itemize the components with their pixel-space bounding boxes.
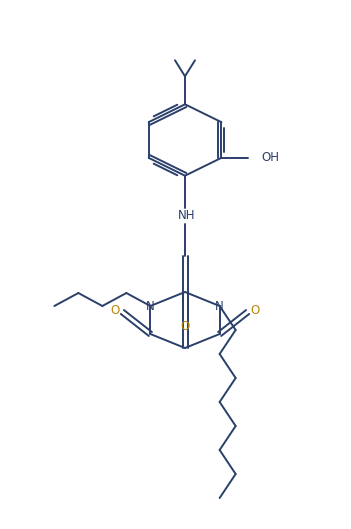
Text: O: O <box>250 304 259 316</box>
Text: OH: OH <box>261 151 279 165</box>
Text: NH: NH <box>178 209 196 222</box>
Text: O: O <box>180 321 190 333</box>
Text: N: N <box>146 299 155 313</box>
Text: N: N <box>215 299 224 313</box>
Text: O: O <box>111 304 120 316</box>
